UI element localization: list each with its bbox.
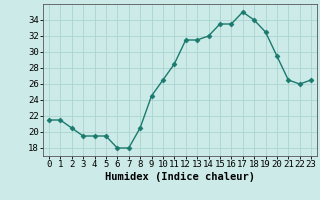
X-axis label: Humidex (Indice chaleur): Humidex (Indice chaleur) [105,172,255,182]
